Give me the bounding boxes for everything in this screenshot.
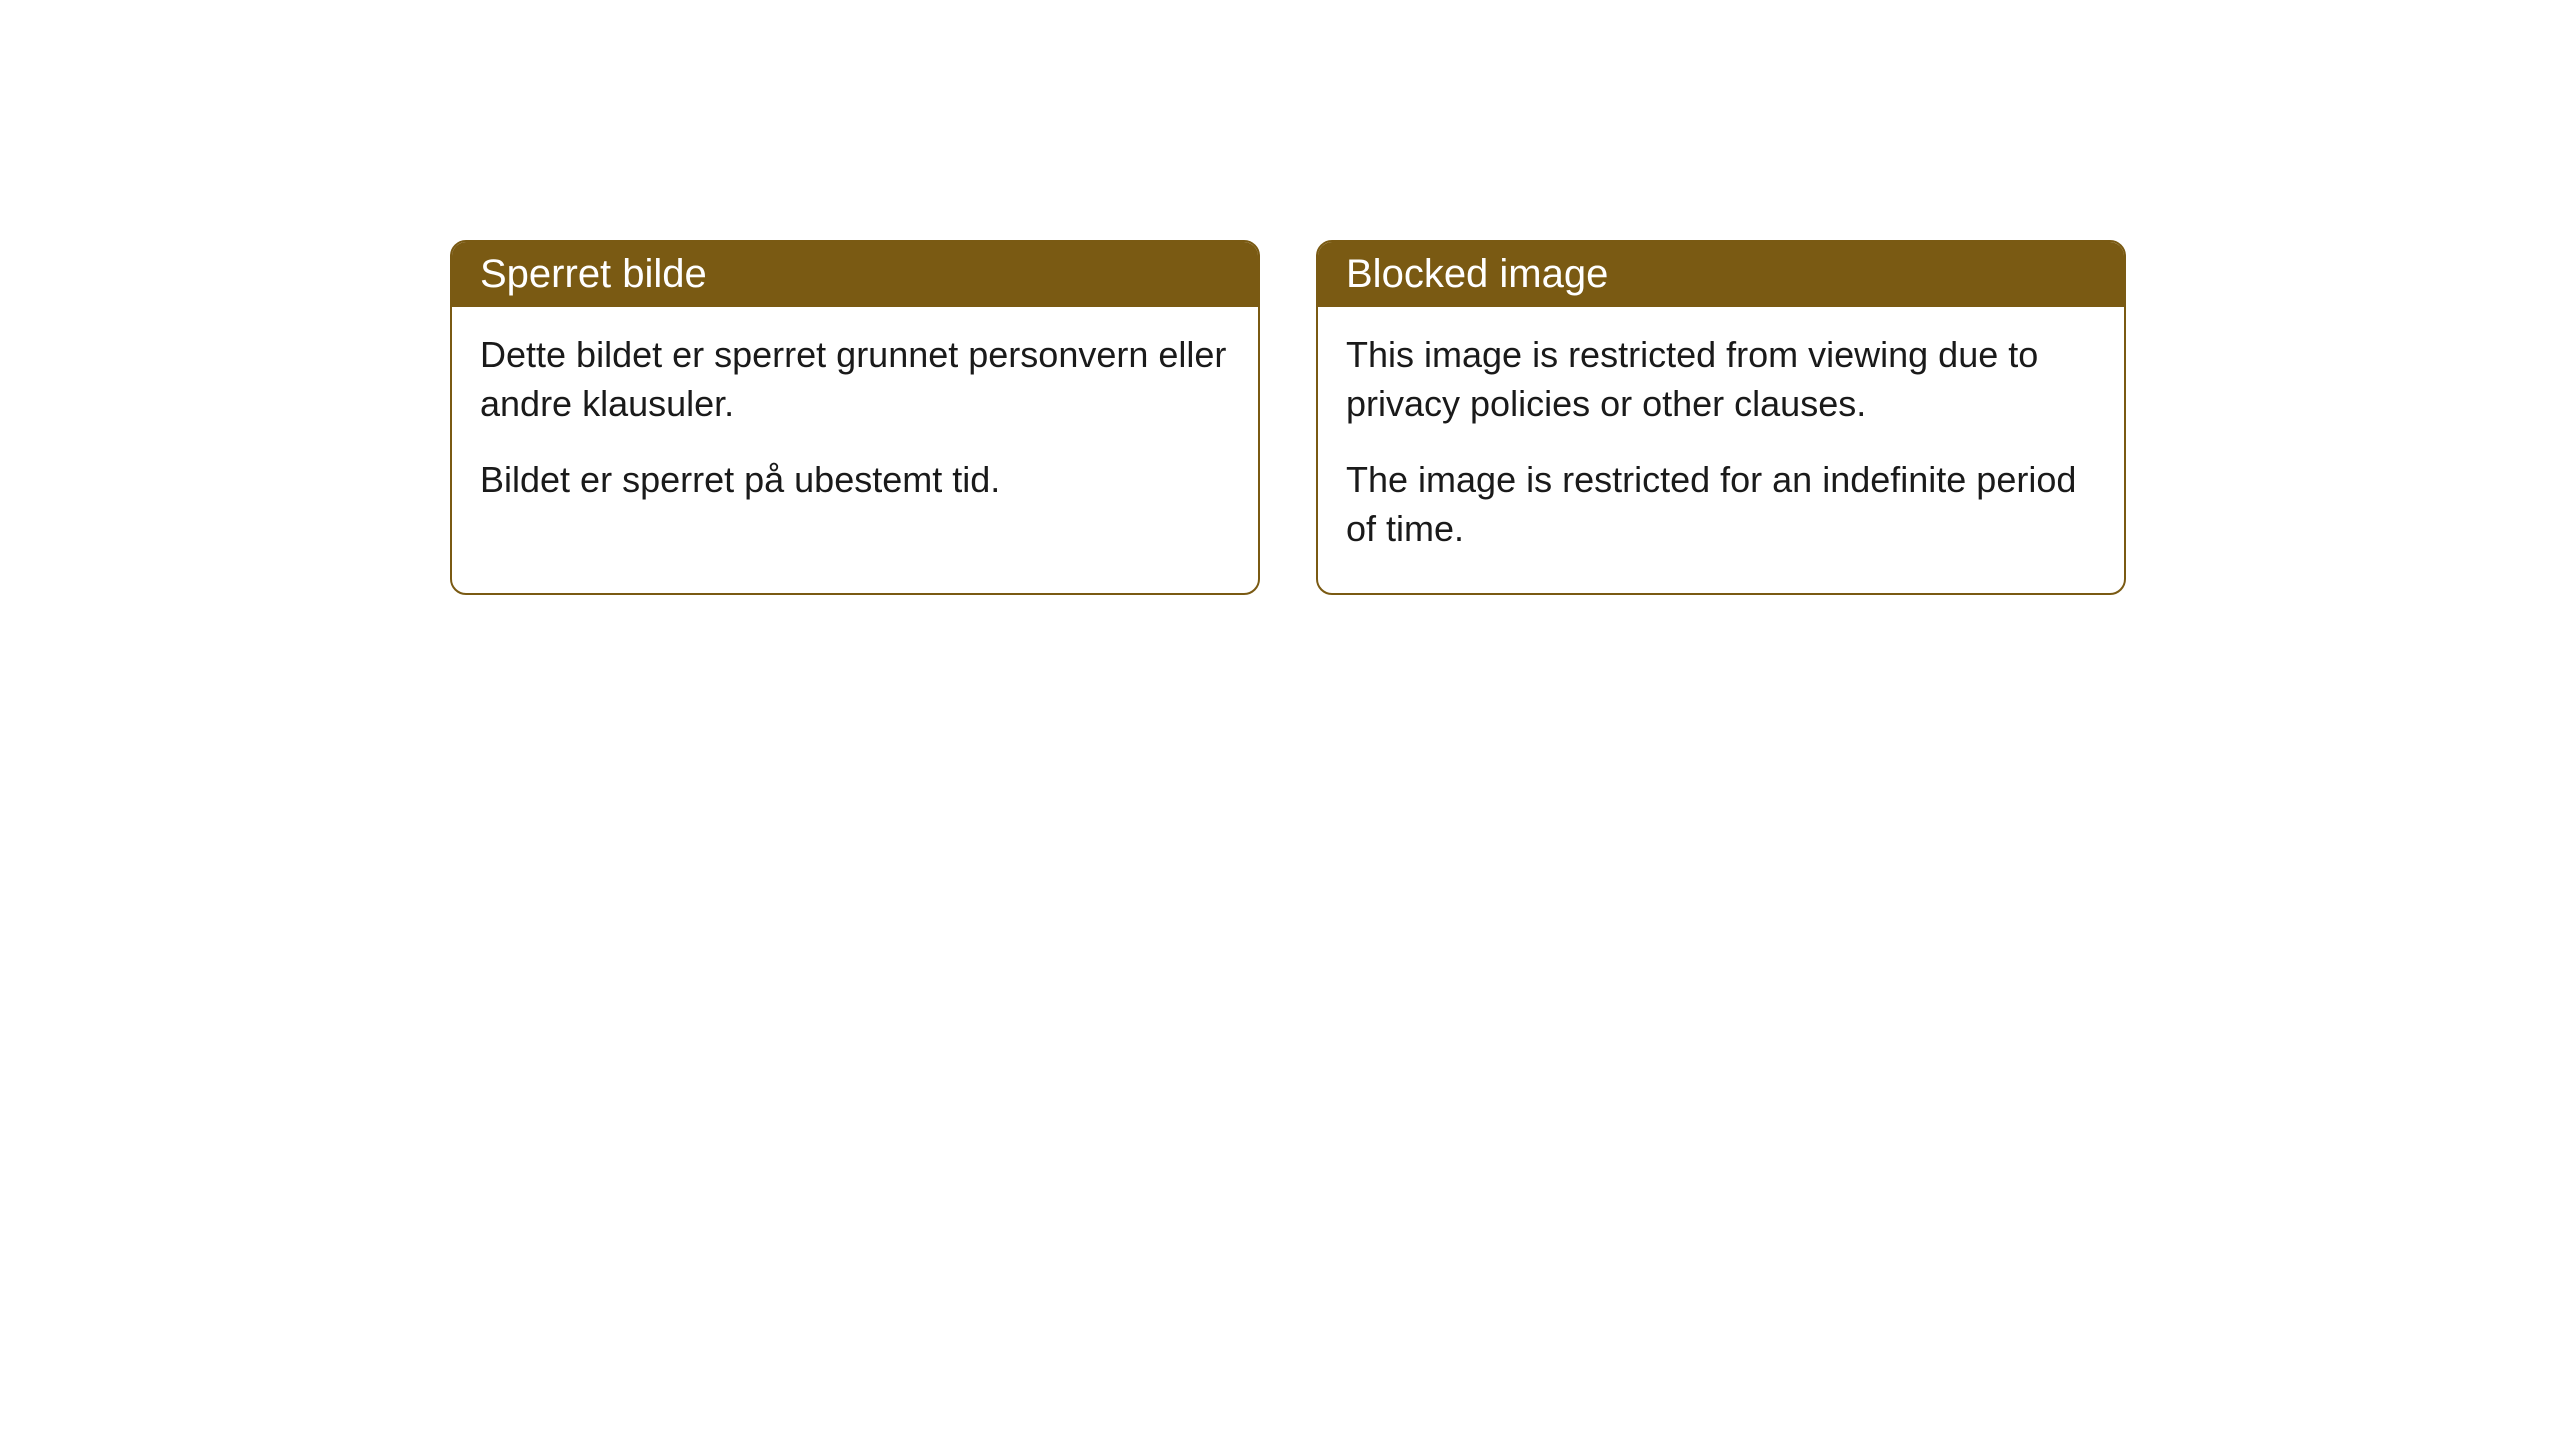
card-title: Blocked image (1346, 252, 1608, 296)
card-body: This image is restricted from viewing du… (1318, 307, 2124, 593)
notice-card-english: Blocked image This image is restricted f… (1316, 240, 2126, 595)
card-paragraph: Bildet er sperret på ubestemt tid. (480, 456, 1230, 505)
card-header: Sperret bilde (452, 242, 1258, 307)
card-paragraph: Dette bildet er sperret grunnet personve… (480, 331, 1230, 428)
card-header: Blocked image (1318, 242, 2124, 307)
notice-cards-container: Sperret bilde Dette bildet er sperret gr… (450, 240, 2126, 595)
card-body: Dette bildet er sperret grunnet personve… (452, 307, 1258, 545)
card-title: Sperret bilde (480, 252, 707, 296)
card-paragraph: This image is restricted from viewing du… (1346, 331, 2096, 428)
card-paragraph: The image is restricted for an indefinit… (1346, 456, 2096, 553)
notice-card-norwegian: Sperret bilde Dette bildet er sperret gr… (450, 240, 1260, 595)
